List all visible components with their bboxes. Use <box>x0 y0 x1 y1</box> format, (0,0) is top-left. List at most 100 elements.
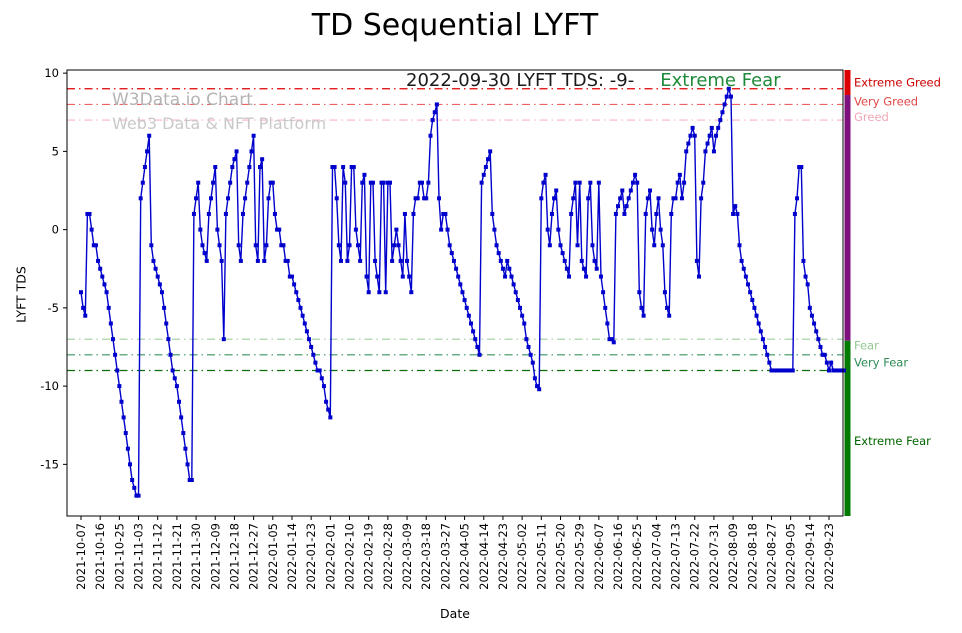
tds-data-point <box>567 274 572 279</box>
tds-data-point <box>228 180 233 185</box>
tds-data-point <box>338 258 343 263</box>
tds-data-point <box>503 274 508 279</box>
tds-data-point <box>662 290 667 295</box>
tds-data-point <box>801 258 806 263</box>
tds-data-point <box>556 227 561 232</box>
tds-data-point <box>221 337 226 342</box>
tds-data-point <box>758 329 763 334</box>
x-tick-label: 2021-12-18 <box>227 523 241 590</box>
tds-data-point <box>89 227 94 232</box>
tds-data-point <box>564 266 569 271</box>
x-tick-label: 2022-07-04 <box>649 523 663 590</box>
tds-data-point <box>530 360 535 365</box>
tds-data-point <box>641 313 646 318</box>
tds-data-point <box>498 258 503 263</box>
tds-data-point <box>185 462 190 467</box>
tds-data-point <box>739 258 744 263</box>
tds-data-point <box>839 368 844 373</box>
tds-data-point <box>773 368 778 373</box>
tds-data-point <box>618 196 623 201</box>
tds-data-point <box>381 180 386 185</box>
x-tick-label: 2022-02-10 <box>343 523 357 590</box>
tds-data-point <box>132 485 137 490</box>
tds-data-point <box>592 258 597 263</box>
tds-data-point <box>558 243 563 248</box>
tds-data-point <box>650 227 655 232</box>
tds-data-point <box>581 266 586 271</box>
tds-data-point <box>360 180 365 185</box>
tds-data-point <box>451 258 456 263</box>
tds-data-point <box>304 329 309 334</box>
tds-data-point <box>468 321 473 326</box>
tds-data-point <box>170 368 175 373</box>
tds-data-point <box>841 368 846 373</box>
tds-data-point <box>665 305 670 310</box>
tds-data-point <box>347 243 352 248</box>
x-tick-label: 2022-08-09 <box>726 523 740 590</box>
tds-data-point <box>769 368 774 373</box>
tds-data-point <box>624 204 629 209</box>
tds-data-point <box>430 118 435 123</box>
tds-data-point <box>775 368 780 373</box>
tds-data-point <box>289 274 294 279</box>
tds-data-point <box>528 352 533 357</box>
tds-data-point <box>471 329 476 334</box>
tds-data-point <box>258 165 263 170</box>
tds-data-point <box>722 102 727 107</box>
y-tick-label: -5 <box>48 301 59 315</box>
tds-data-point <box>726 86 731 91</box>
tds-data-point <box>560 251 565 256</box>
tds-data-point <box>711 149 716 154</box>
tds-data-point <box>737 243 742 248</box>
x-tick-label: 2021-12-09 <box>208 523 222 590</box>
tds-data-point <box>409 290 414 295</box>
tds-data-point <box>543 172 548 177</box>
tds-data-point <box>349 165 354 170</box>
tds-data-point <box>579 258 584 263</box>
tds-data-point <box>464 305 469 310</box>
x-tick-label: 2022-08-18 <box>745 523 759 590</box>
tds-data-point <box>202 251 207 256</box>
x-tick-label: 2021-11-30 <box>189 523 203 590</box>
tds-data-point <box>549 211 554 216</box>
tds-data-point <box>200 243 205 248</box>
tds-data-point <box>364 274 369 279</box>
tds-data-point <box>705 141 710 146</box>
tds-data-point <box>439 227 444 232</box>
tds-data-point <box>102 282 107 287</box>
zone-label: Fear <box>854 338 879 352</box>
tds-data-point <box>831 368 836 373</box>
tds-data-point <box>586 196 591 201</box>
y-tick-label: -15 <box>40 457 59 471</box>
tds-data-point <box>110 337 115 342</box>
tds-data-point <box>208 196 213 201</box>
tds-data-point <box>232 157 237 162</box>
tds-data-point <box>731 211 736 216</box>
tds-data-point <box>368 180 373 185</box>
tds-data-point <box>539 196 544 201</box>
tds-data-point <box>142 165 147 170</box>
tds-data-point <box>598 274 603 279</box>
x-tick-label: 2021-11-12 <box>151 523 165 590</box>
tds-data-point <box>351 165 356 170</box>
tds-data-point <box>255 258 260 263</box>
tds-data-point <box>535 384 540 389</box>
tds-data-point <box>164 321 169 326</box>
annotation-date-tds: 2022-09-30 LYFT TDS: -9- <box>406 70 635 91</box>
tds-data-point <box>249 149 254 154</box>
zone-label: Extreme Greed <box>854 76 941 90</box>
tds-data-point <box>575 243 580 248</box>
tds-data-point <box>594 266 599 271</box>
tds-data-point <box>83 313 88 318</box>
tds-data-point <box>603 305 608 310</box>
tds-data-point <box>799 165 804 170</box>
tds-data-point <box>140 180 145 185</box>
tds-data-point <box>179 415 184 420</box>
tds-data-point <box>537 387 542 392</box>
x-tick-label: 2022-03-27 <box>438 523 452 590</box>
tds-data-point <box>733 204 738 209</box>
tds-data-point <box>613 211 618 216</box>
watermark-line1: W3Data.io Chart <box>112 90 253 110</box>
tds-data-point <box>818 344 823 349</box>
